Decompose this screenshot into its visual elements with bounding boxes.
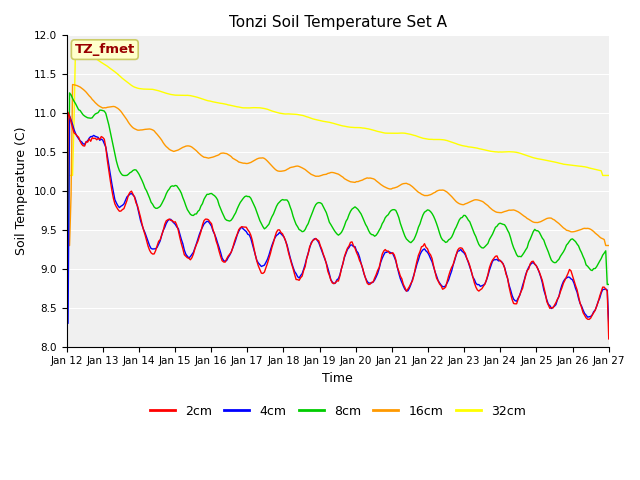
32cm — [226, 102, 234, 108]
Line: 4cm: 4cm — [67, 116, 609, 324]
32cm — [63, 173, 70, 179]
8cm — [244, 194, 252, 200]
Line: 8cm: 8cm — [67, 93, 609, 285]
2cm — [301, 264, 309, 270]
4cm — [226, 252, 234, 258]
32cm — [244, 105, 252, 111]
32cm — [131, 84, 138, 90]
2cm — [63, 336, 70, 342]
8cm — [301, 227, 309, 232]
8cm — [66, 90, 74, 96]
8cm — [131, 167, 138, 173]
16cm — [301, 167, 309, 172]
8cm — [63, 282, 70, 288]
16cm — [68, 82, 76, 87]
8cm — [605, 282, 612, 288]
2cm — [605, 336, 612, 342]
16cm — [131, 126, 138, 132]
32cm — [301, 113, 309, 119]
4cm — [605, 321, 612, 326]
4cm — [63, 321, 70, 326]
2cm — [576, 300, 584, 306]
Line: 16cm: 16cm — [67, 84, 609, 245]
4cm — [301, 261, 309, 267]
Title: Tonzi Soil Temperature Set A: Tonzi Soil Temperature Set A — [228, 15, 447, 30]
32cm — [253, 105, 260, 110]
8cm — [576, 247, 584, 252]
32cm — [72, 39, 79, 45]
Line: 32cm: 32cm — [67, 42, 609, 176]
Legend: 2cm, 4cm, 8cm, 16cm, 32cm: 2cm, 4cm, 8cm, 16cm, 32cm — [145, 400, 531, 423]
Y-axis label: Soil Temperature (C): Soil Temperature (C) — [15, 127, 28, 255]
8cm — [226, 218, 234, 224]
2cm — [64, 109, 72, 115]
4cm — [66, 113, 74, 119]
16cm — [244, 160, 252, 166]
8cm — [253, 209, 260, 215]
2cm — [244, 227, 252, 233]
Line: 2cm: 2cm — [67, 112, 609, 339]
X-axis label: Time: Time — [323, 372, 353, 385]
32cm — [605, 173, 612, 179]
16cm — [226, 153, 234, 158]
Text: TZ_fmet: TZ_fmet — [75, 43, 135, 56]
2cm — [226, 252, 234, 257]
4cm — [576, 300, 584, 306]
16cm — [63, 242, 70, 248]
16cm — [576, 227, 584, 233]
16cm — [253, 156, 260, 162]
4cm — [131, 194, 138, 200]
2cm — [131, 194, 138, 200]
32cm — [576, 163, 584, 169]
4cm — [244, 231, 252, 237]
16cm — [605, 242, 612, 248]
2cm — [253, 258, 260, 264]
4cm — [253, 258, 260, 264]
